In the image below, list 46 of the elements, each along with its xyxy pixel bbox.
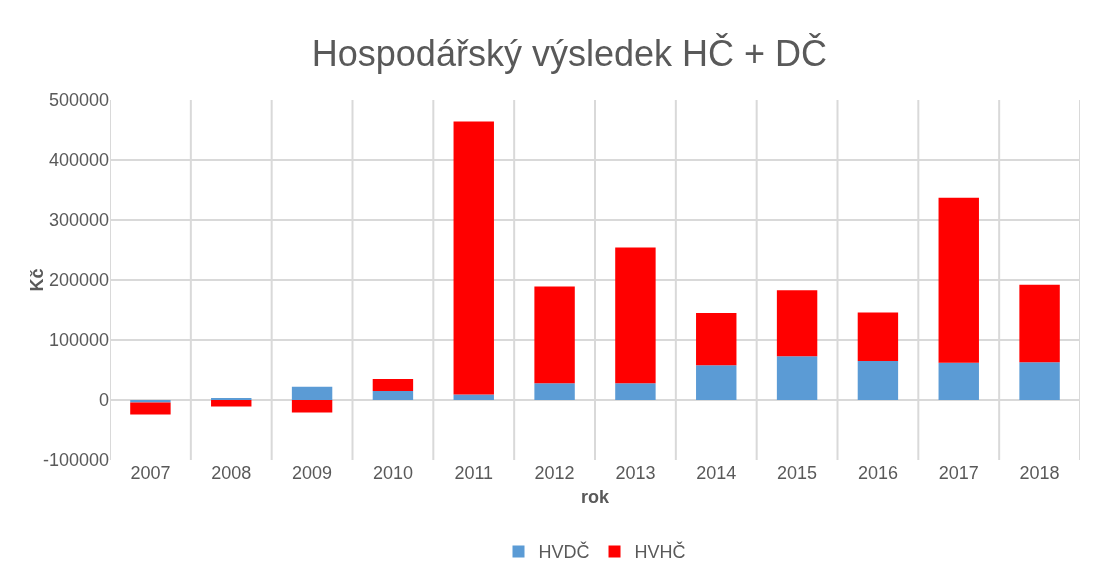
bar — [615, 383, 656, 400]
bar — [1019, 284, 1060, 363]
bar — [696, 365, 737, 400]
bar — [534, 286, 575, 384]
x-tick-label: 2017 — [938, 463, 979, 483]
bar — [776, 356, 818, 400]
y-tick-label: 200000 — [48, 270, 109, 291]
y-tick-label: 400000 — [48, 150, 109, 171]
bar — [453, 121, 494, 395]
y-axis-title: Kč — [26, 268, 47, 292]
legend-label: HVDČ — [538, 541, 590, 563]
x-tick-label: 2016 — [857, 463, 898, 483]
x-tick-label: 2011 — [454, 463, 494, 483]
y-tick-label: 300000 — [48, 210, 109, 231]
bar — [857, 312, 899, 361]
y-tick-label: 100000 — [48, 330, 109, 351]
bar — [938, 362, 979, 400]
x-tick-label: 2007 — [130, 463, 171, 483]
bar — [453, 394, 494, 400]
bar — [615, 247, 656, 384]
x-tick-label: 2008 — [211, 463, 252, 483]
bar — [1019, 362, 1060, 400]
x-axis-title: rok — [580, 487, 610, 508]
bar — [291, 400, 333, 413]
bar — [372, 391, 414, 400]
y-tick-label: 0 — [98, 390, 109, 411]
y-tick-label: 500000 — [48, 90, 109, 111]
x-tick-label: 2009 — [292, 463, 333, 483]
bar — [776, 290, 818, 357]
bar — [696, 313, 737, 366]
x-tick-label: 2014 — [696, 463, 737, 483]
x-tick-label: 2012 — [534, 463, 575, 483]
x-tick-label: 2013 — [615, 463, 656, 483]
x-tick-label: 2010 — [372, 463, 413, 483]
bar — [857, 361, 899, 400]
bar — [211, 400, 252, 407]
bar — [130, 402, 171, 415]
x-tick-label: 2015 — [777, 463, 818, 483]
x-tick-label: 2018 — [1019, 463, 1060, 483]
y-tick-label: -100000 — [42, 450, 109, 471]
bar — [534, 383, 575, 400]
bar — [938, 197, 979, 363]
legend-label: HVHČ — [634, 541, 686, 563]
bar — [291, 386, 333, 400]
bar — [372, 379, 414, 391]
chart-title: Hospodářský výsledek HČ + DČ — [311, 32, 827, 74]
